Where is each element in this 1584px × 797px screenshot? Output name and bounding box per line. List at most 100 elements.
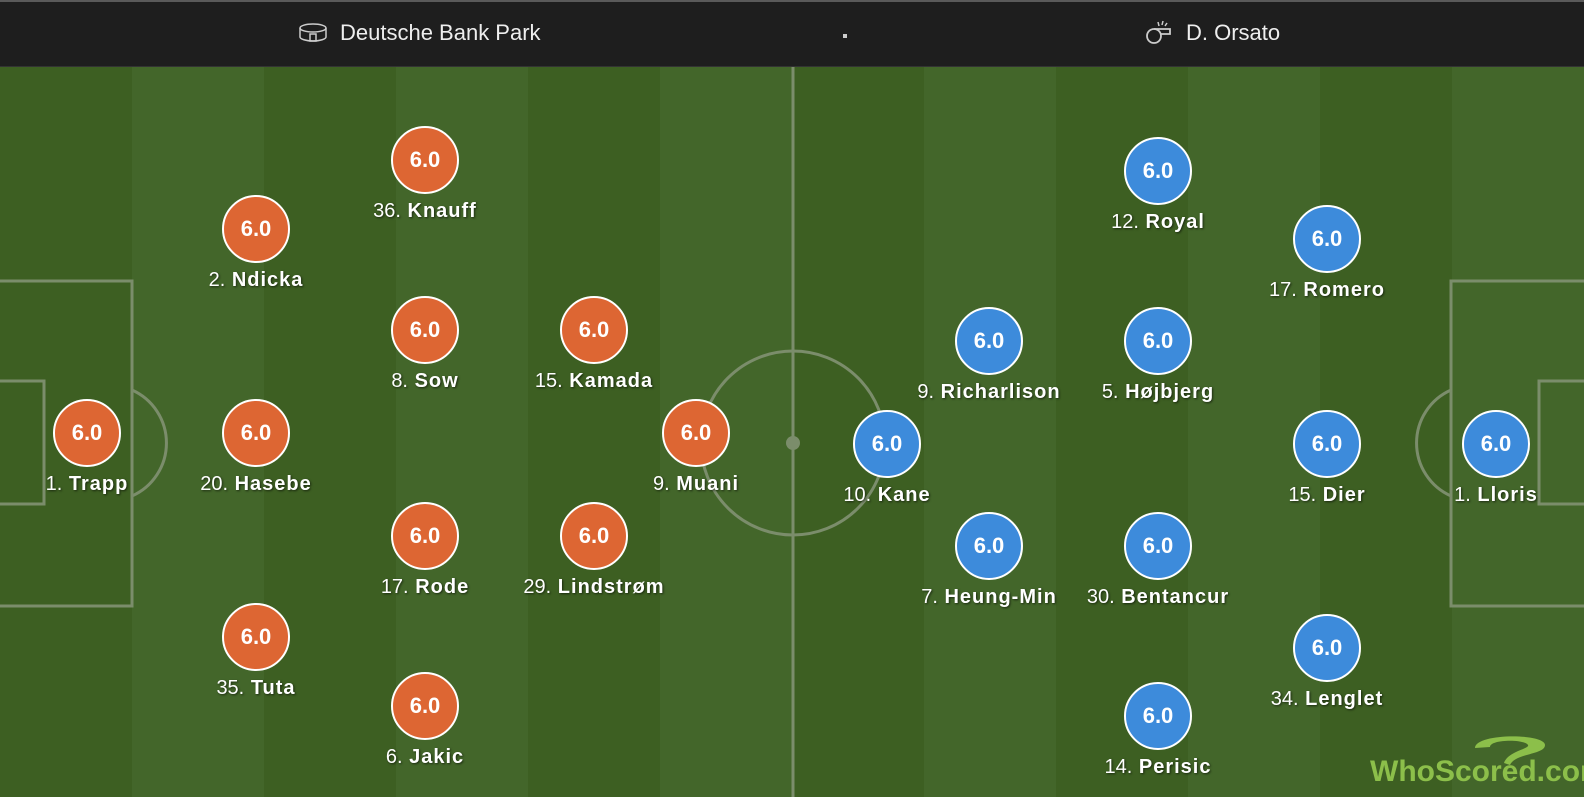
shirt-number: 20. <box>200 473 229 495</box>
player-label: 30. Bentancur <box>1058 586 1258 609</box>
player-label: 20. Hasebe <box>156 473 356 496</box>
stadium-icon <box>299 23 327 42</box>
away-player[interactable]: 6.0 5. Højbjerg <box>1058 307 1258 404</box>
player-rating: 6.0 <box>955 307 1023 375</box>
player-rating: 6.0 <box>222 195 290 263</box>
away-player[interactable]: 6.0 10. Kane <box>787 410 987 507</box>
player-name: Bentancur <box>1121 586 1230 608</box>
player-rating: 6.0 <box>1124 307 1192 375</box>
player-rating: 6.0 <box>391 126 459 194</box>
shirt-number: 5. <box>1101 381 1119 403</box>
player-name: Lloris <box>1477 484 1538 506</box>
player-rating: 6.0 <box>560 502 628 570</box>
player-name: Sow <box>414 370 459 392</box>
player-rating: 6.0 <box>662 399 730 467</box>
player-label: 1. Lloris <box>1396 484 1584 507</box>
shirt-number: 15. <box>534 370 563 392</box>
player-name: Hasebe <box>234 473 312 495</box>
player-label: 17. Rode <box>325 576 525 599</box>
referee-name: D. Orsato <box>1186 20 1281 45</box>
shirt-number: 34. <box>1270 688 1299 710</box>
home-player[interactable]: 6.0 20. Hasebe <box>156 399 356 496</box>
referee: D. Orsato <box>1144 20 1280 46</box>
home-player[interactable]: 6.0 35. Tuta <box>156 603 356 700</box>
shirt-number: 9. <box>652 473 670 495</box>
home-player[interactable]: 6.0 6. Jakic <box>325 672 525 769</box>
shirt-number: 14. <box>1104 756 1133 778</box>
away-player[interactable]: 6.0 1. Lloris <box>1396 410 1584 507</box>
home-player[interactable]: 6.0 2. Ndicka <box>156 195 356 292</box>
shirt-number: 29. <box>523 576 552 598</box>
player-label: 36. Knauff <box>325 200 525 223</box>
player-name: Perisic <box>1138 756 1212 778</box>
player-label: 12. Royal <box>1058 211 1258 234</box>
player-label: 7. Heung-Min <box>889 586 1089 609</box>
away-player[interactable]: 6.0 17. Romero <box>1227 205 1427 302</box>
player-label: 8. Sow <box>325 370 525 393</box>
player-label: 9. Muani <box>596 473 796 496</box>
shirt-number: 8. <box>391 370 408 392</box>
player-name: Kane <box>877 484 931 506</box>
shirt-number: 17. <box>1269 279 1297 301</box>
away-player[interactable]: 6.0 34. Lenglet <box>1227 614 1427 711</box>
player-name: Ndicka <box>231 269 304 291</box>
shirt-number: 17. <box>380 576 409 598</box>
player-label: 9. Richarlison <box>889 381 1089 404</box>
away-player[interactable]: 6.0 9. Richarlison <box>889 307 1089 404</box>
player-rating: 6.0 <box>1293 205 1361 273</box>
player-rating: 6.0 <box>53 399 121 467</box>
away-player[interactable]: 6.0 7. Heung-Min <box>889 512 1089 609</box>
player-name: Dier <box>1322 484 1366 506</box>
player-rating: 6.0 <box>222 399 290 467</box>
home-player[interactable]: 6.0 29. Lindstrøm <box>494 502 694 599</box>
shirt-number: 10. <box>843 484 872 506</box>
player-name: Romero <box>1303 279 1385 301</box>
player-name: Muani <box>676 473 740 495</box>
home-player[interactable]: 6.0 8. Sow <box>325 296 525 393</box>
player-name: Kamada <box>569 370 654 392</box>
player-label: 29. Lindstrøm <box>494 576 694 599</box>
player-name: Lindstrøm <box>557 576 665 598</box>
away-player[interactable]: 6.0 15. Dier <box>1227 410 1427 507</box>
away-player[interactable]: 6.0 30. Bentancur <box>1058 512 1258 609</box>
player-rating: 6.0 <box>391 502 459 570</box>
whoscored-logo: WhoScored.com <box>1370 736 1584 789</box>
player-label: 10. Kane <box>787 484 987 507</box>
pitch-stripe <box>528 67 660 797</box>
player-label: 35. Tuta <box>156 677 356 700</box>
shirt-number: 6. <box>385 746 403 768</box>
home-player[interactable]: 6.0 1. Trapp <box>0 399 187 496</box>
player-name: Højbjerg <box>1125 381 1215 403</box>
away-player[interactable]: 6.0 12. Royal <box>1058 137 1258 234</box>
player-label: 1. Trapp <box>0 473 187 496</box>
home-player[interactable]: 6.0 17. Rode <box>325 502 525 599</box>
shirt-number: 1. <box>45 473 63 495</box>
player-name: Richarlison <box>940 381 1061 403</box>
home-player[interactable]: 6.0 15. Kamada <box>494 296 694 393</box>
player-name: Trapp <box>68 473 129 495</box>
player-label: 5. Højbjerg <box>1058 381 1258 404</box>
player-label: 6. Jakic <box>325 746 525 769</box>
match-info-header: Deutsche Bank Park D. Orsato <box>0 0 1584 67</box>
venue-name: Deutsche Bank Park <box>340 20 541 45</box>
player-name: Royal <box>1145 211 1205 233</box>
player-rating: 6.0 <box>853 410 921 478</box>
player-name: Rode <box>415 576 470 598</box>
home-player[interactable]: 6.0 36. Knauff <box>325 126 525 223</box>
player-rating: 6.0 <box>1462 410 1530 478</box>
logo-mark-icon <box>1475 736 1545 765</box>
away-player[interactable]: 6.0 14. Perisic <box>1058 682 1258 779</box>
player-rating: 6.0 <box>560 296 628 364</box>
player-rating: 6.0 <box>1124 682 1192 750</box>
pitch-markings <box>0 67 1584 797</box>
venue: Deutsche Bank Park <box>298 20 541 46</box>
shirt-number: 12. <box>1111 211 1139 233</box>
player-name: Heung-Min <box>944 586 1057 608</box>
home-player[interactable]: 6.0 9. Muani <box>596 399 796 496</box>
player-label: 15. Dier <box>1227 484 1427 507</box>
player-rating: 6.0 <box>1124 512 1192 580</box>
whistle-icon <box>1146 20 1171 44</box>
shirt-number: 9. <box>917 381 935 403</box>
player-label: 15. Kamada <box>494 370 694 393</box>
player-name: Tuta <box>250 677 296 699</box>
